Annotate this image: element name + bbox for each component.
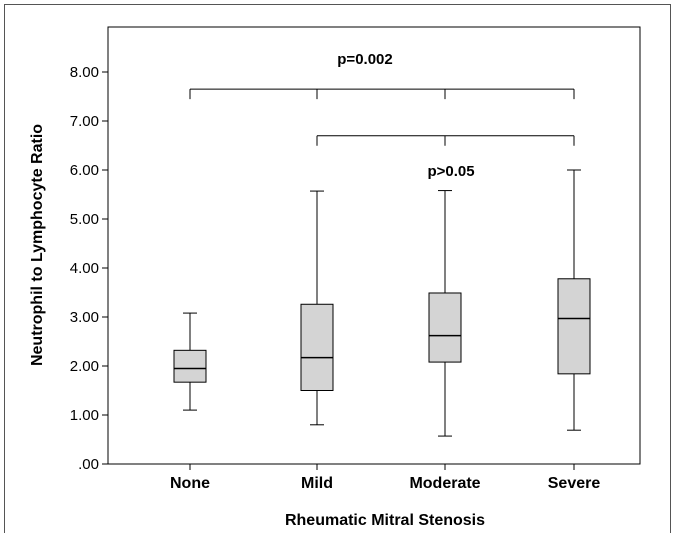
y-tick-label: 6.00 — [70, 162, 99, 179]
box-severe — [557, 169, 591, 431]
y-tick-label: 3.00 — [70, 309, 99, 326]
bracket: p=0.002 — [189, 51, 575, 100]
iqr-box — [428, 292, 462, 363]
bracket: p>0.05 — [316, 135, 575, 180]
x-tick-label: None — [170, 475, 210, 492]
y-axis-title: Neutrophil to Lymphocyte Ratio — [29, 124, 46, 366]
y-tick-label: 8.00 — [70, 64, 99, 81]
x-tick-label: Mild — [301, 475, 333, 492]
x-tick-label: Moderate — [409, 475, 480, 492]
p-value-label: p>0.05 — [427, 163, 474, 180]
y-tick-label: 7.00 — [70, 113, 99, 130]
x-axis-title: Rheumatic Mitral Stenosis — [285, 512, 485, 529]
y-axis: .00 1.00 2.00 3.00 4.00 5.00 6.00 7.00 8.00 — [70, 64, 108, 473]
box-moderate — [428, 190, 462, 437]
y-tick-label: 1.00 — [70, 407, 99, 424]
chart-frame — [4, 4, 671, 533]
y-tick-label: 4.00 — [70, 260, 99, 277]
boxes — [173, 169, 591, 437]
box-none — [173, 312, 207, 411]
significance-brackets: p=0.002 p>0.05 — [189, 51, 575, 180]
box-mild — [300, 190, 334, 426]
p-value-label: p=0.002 — [337, 51, 392, 68]
y-tick-label: 5.00 — [70, 211, 99, 228]
plot-area — [107, 26, 641, 465]
iqr-box — [173, 349, 207, 383]
y-tick-label: .00 — [78, 456, 99, 473]
x-tick-label: Severe — [548, 475, 601, 492]
y-tick-label: 2.00 — [70, 358, 99, 375]
x-axis: None Mild Moderate Severe — [170, 464, 600, 492]
iqr-box — [300, 303, 334, 392]
iqr-box — [557, 278, 591, 375]
